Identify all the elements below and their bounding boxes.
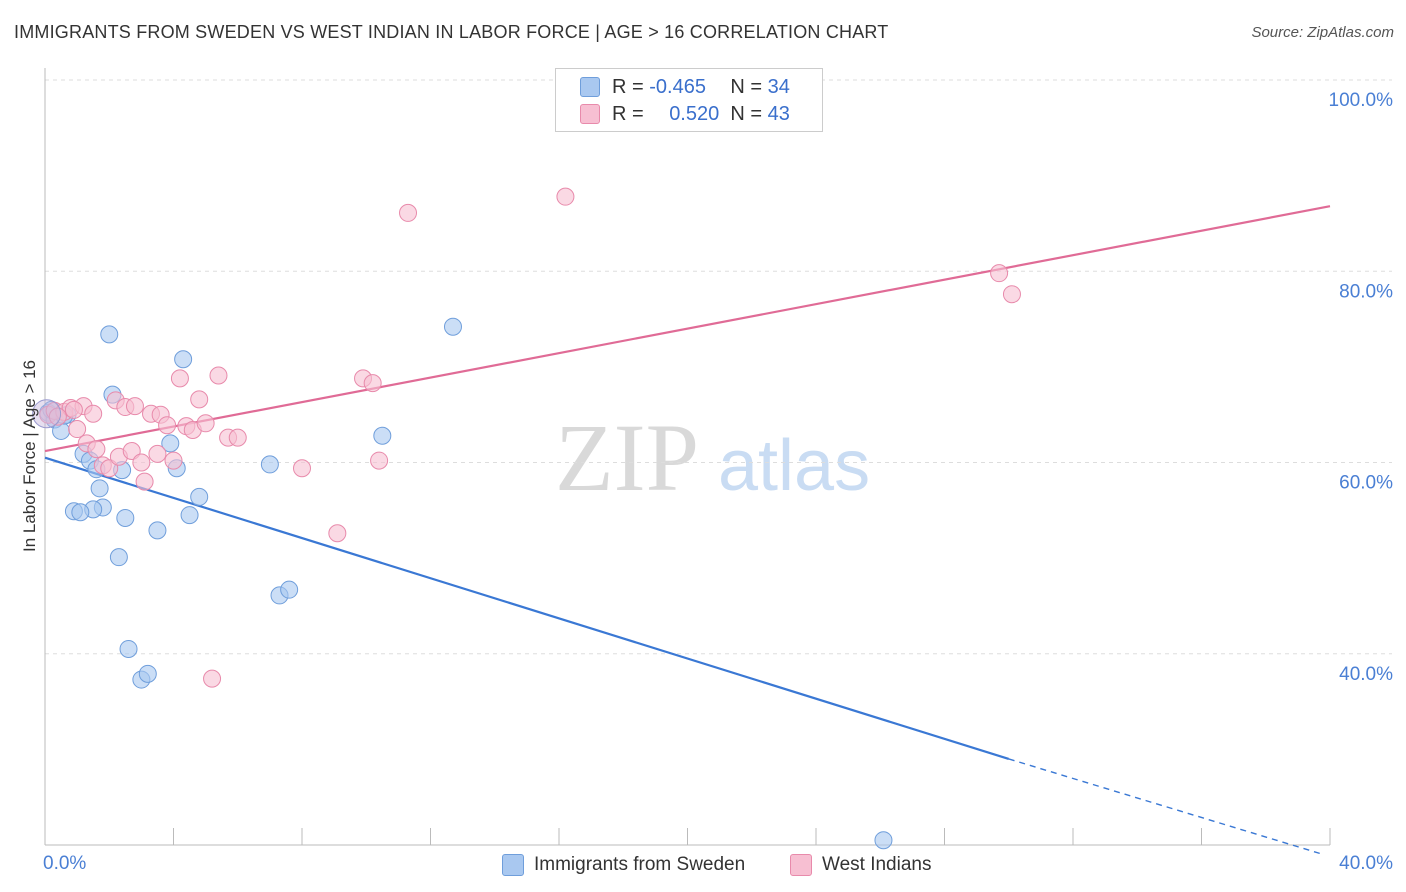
x-tick-label: 40.0% [1339,853,1393,874]
data-point [190,390,209,409]
legend-r-value: -0.465 [649,75,706,98]
data-point [109,548,128,567]
data-point [164,451,183,470]
source-label: Source: ZipAtlas.com [1251,24,1394,41]
watermark: ZIP atlas [555,404,870,511]
legend-label-west-indians: West Indians [822,854,932,875]
trendline-extension-0 [1008,758,1324,856]
data-point [228,428,247,447]
data-point [203,669,222,688]
data-point [170,369,189,388]
data-point [71,503,90,522]
data-point [122,442,141,461]
x-tick-label: 0.0% [43,853,86,874]
data-point [90,479,109,498]
data-point [84,404,103,423]
legend-n-label: N = [730,75,763,98]
y-tick-label: 100.0% [1329,90,1394,111]
legend-item-sweden[interactable]: Immigrants from Sweden [502,852,745,878]
legend-r-label: R = [612,75,644,98]
data-point [148,444,167,463]
data-point [125,397,144,416]
legend-n-value: 34 [767,75,790,98]
data-point [135,472,154,491]
data-point [68,420,87,439]
legend-swatch-sweden [580,77,600,97]
data-point [180,506,199,525]
legend-row-west-indians: R = 0.520 N = 43 [580,101,790,127]
data-point [48,407,67,426]
data-point [119,639,138,658]
data-point [874,831,893,850]
data-point [1002,285,1021,304]
stats-legend: R = -0.465 N = 34 R = 0.520 N = 43 [555,68,823,132]
y-axis-label: In Labor Force | Age > 16 [20,360,39,552]
legend-n-label: N = [730,102,763,125]
data-point [64,400,83,419]
data-point [138,664,157,683]
data-point [158,416,177,435]
legend-r-label: R = [612,102,644,125]
legend-swatch-west-indians [580,104,600,124]
data-point [363,374,382,393]
legend-swatch-sweden [502,854,524,876]
data-point [990,264,1009,283]
y-tick-label: 80.0% [1339,281,1393,302]
legend-swatch-west-indians [790,854,812,876]
data-point [209,366,228,385]
data-point [174,350,193,369]
data-point [293,459,311,478]
trendline-0 [44,456,1010,760]
data-point [260,455,279,474]
data-point [190,487,209,506]
legend-row-sweden: R = -0.465 N = 34 [580,74,790,100]
data-point [556,187,575,206]
y-tick-label: 60.0% [1339,473,1393,494]
data-point [328,524,347,543]
data-point [32,399,62,429]
watermark-atlas: atlas [718,426,870,506]
data-point [196,414,215,433]
legend-item-west-indians[interactable]: West Indians [790,852,931,878]
data-point [132,453,151,472]
data-point [87,440,106,459]
data-point [100,325,119,344]
trendline-1 [44,205,1331,453]
data-point [280,580,299,599]
data-point [443,317,462,336]
data-point [373,426,392,445]
legend-n-value: 43 [767,102,790,125]
legend-label-sweden: Immigrants from Sweden [534,854,746,875]
watermark-zip: ZIP [555,404,699,511]
data-point [161,434,180,453]
data-point [370,451,389,470]
data-point [116,508,135,527]
chart-title: IMMIGRANTS FROM SWEDEN VS WEST INDIAN IN… [14,22,889,42]
data-point [100,459,119,478]
data-point [399,203,418,222]
y-tick-label: 40.0% [1339,664,1393,685]
data-point [148,521,167,540]
legend-r-value: 0.520 [669,102,720,125]
